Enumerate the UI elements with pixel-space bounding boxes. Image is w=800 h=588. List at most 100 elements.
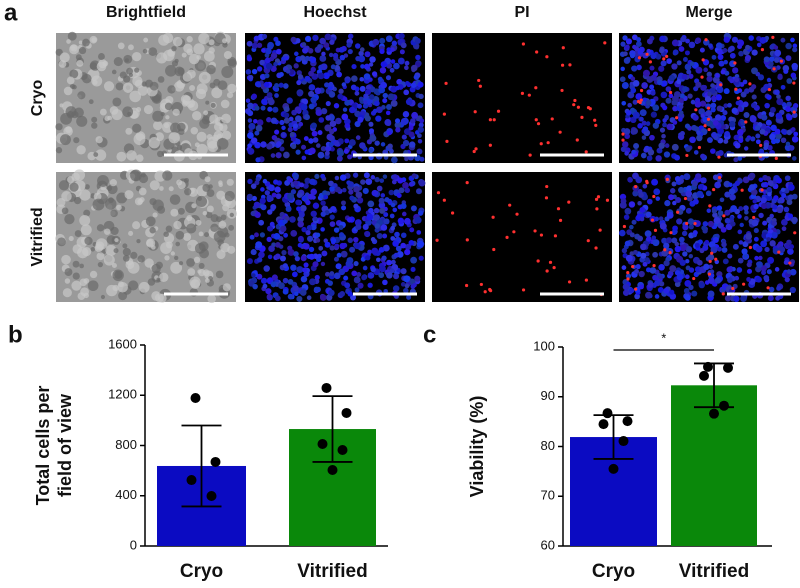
cell xyxy=(777,198,783,204)
cell xyxy=(65,106,77,118)
cell xyxy=(646,198,653,205)
cell xyxy=(356,271,362,277)
cell xyxy=(634,269,639,274)
cell xyxy=(254,180,260,186)
dead-cell xyxy=(708,204,712,208)
cell xyxy=(365,255,371,261)
cell xyxy=(76,115,88,127)
cell xyxy=(385,110,391,116)
cell xyxy=(119,71,127,79)
dead-cell xyxy=(593,118,597,122)
cell xyxy=(683,173,691,181)
cell xyxy=(744,54,752,62)
dead-cell xyxy=(465,180,469,185)
cell xyxy=(229,212,234,218)
cell xyxy=(737,177,742,182)
cell xyxy=(132,75,143,87)
cell xyxy=(304,177,311,184)
cell xyxy=(633,249,638,255)
cell xyxy=(65,126,73,133)
cell xyxy=(59,103,64,108)
cell xyxy=(688,41,696,49)
cell xyxy=(96,224,105,232)
cell xyxy=(367,200,375,208)
cell xyxy=(344,282,351,289)
cell xyxy=(712,119,719,126)
cell xyxy=(282,219,288,225)
cell xyxy=(645,121,651,126)
dead-cell xyxy=(598,228,602,232)
cell xyxy=(251,68,258,75)
cell xyxy=(734,142,741,149)
cell xyxy=(104,228,111,235)
cell xyxy=(621,247,628,254)
cell xyxy=(148,137,160,149)
dead-cell xyxy=(575,138,579,142)
cell xyxy=(71,280,82,291)
dead-cell xyxy=(638,100,642,105)
cell xyxy=(339,54,346,61)
cell xyxy=(91,37,97,43)
cell xyxy=(290,230,298,237)
cell xyxy=(137,85,148,96)
row-header: Vitrified xyxy=(29,207,46,266)
dead-cell xyxy=(477,78,481,83)
cell xyxy=(157,76,165,83)
cell xyxy=(644,230,652,238)
cell xyxy=(156,277,161,282)
cell xyxy=(206,189,215,198)
cell xyxy=(265,62,273,70)
cell xyxy=(662,118,667,123)
cell xyxy=(171,45,177,52)
dead-cell xyxy=(777,250,781,254)
cell xyxy=(196,143,208,156)
cell xyxy=(199,118,210,129)
cell xyxy=(106,185,112,192)
cell xyxy=(724,191,731,198)
cell xyxy=(297,242,303,248)
data-point xyxy=(186,475,197,486)
cell xyxy=(720,69,726,75)
cell xyxy=(124,58,129,63)
cell xyxy=(620,41,626,47)
cell xyxy=(405,81,410,86)
cell xyxy=(744,216,749,221)
cell xyxy=(343,148,349,154)
cell xyxy=(372,38,380,46)
cell xyxy=(738,206,744,212)
cell xyxy=(688,224,694,230)
dead-cell xyxy=(714,257,718,261)
dead-cell xyxy=(707,127,711,132)
cell xyxy=(734,180,740,186)
cell xyxy=(625,38,633,45)
cell xyxy=(672,225,678,232)
cell xyxy=(774,49,782,57)
dead-cell xyxy=(550,117,554,121)
cell xyxy=(623,128,631,135)
cell xyxy=(328,289,335,297)
cell xyxy=(117,42,125,50)
cell xyxy=(744,210,749,215)
cell xyxy=(714,277,722,284)
cell xyxy=(310,188,318,196)
cell xyxy=(400,242,407,249)
cell xyxy=(716,49,723,55)
cell xyxy=(316,143,321,148)
cell xyxy=(61,254,71,265)
cell xyxy=(299,182,305,188)
dead-cell xyxy=(536,259,540,263)
cell xyxy=(654,294,660,299)
cell xyxy=(716,105,723,112)
cell xyxy=(174,58,179,63)
cell xyxy=(295,38,301,44)
cell xyxy=(394,118,401,124)
cell xyxy=(350,84,357,91)
cell xyxy=(707,91,713,97)
panel-label: c xyxy=(423,321,436,348)
dead-cell xyxy=(560,63,565,67)
cell xyxy=(631,127,638,135)
cell xyxy=(191,203,197,209)
cell xyxy=(397,217,405,225)
cell xyxy=(728,188,736,195)
cell xyxy=(726,266,733,273)
